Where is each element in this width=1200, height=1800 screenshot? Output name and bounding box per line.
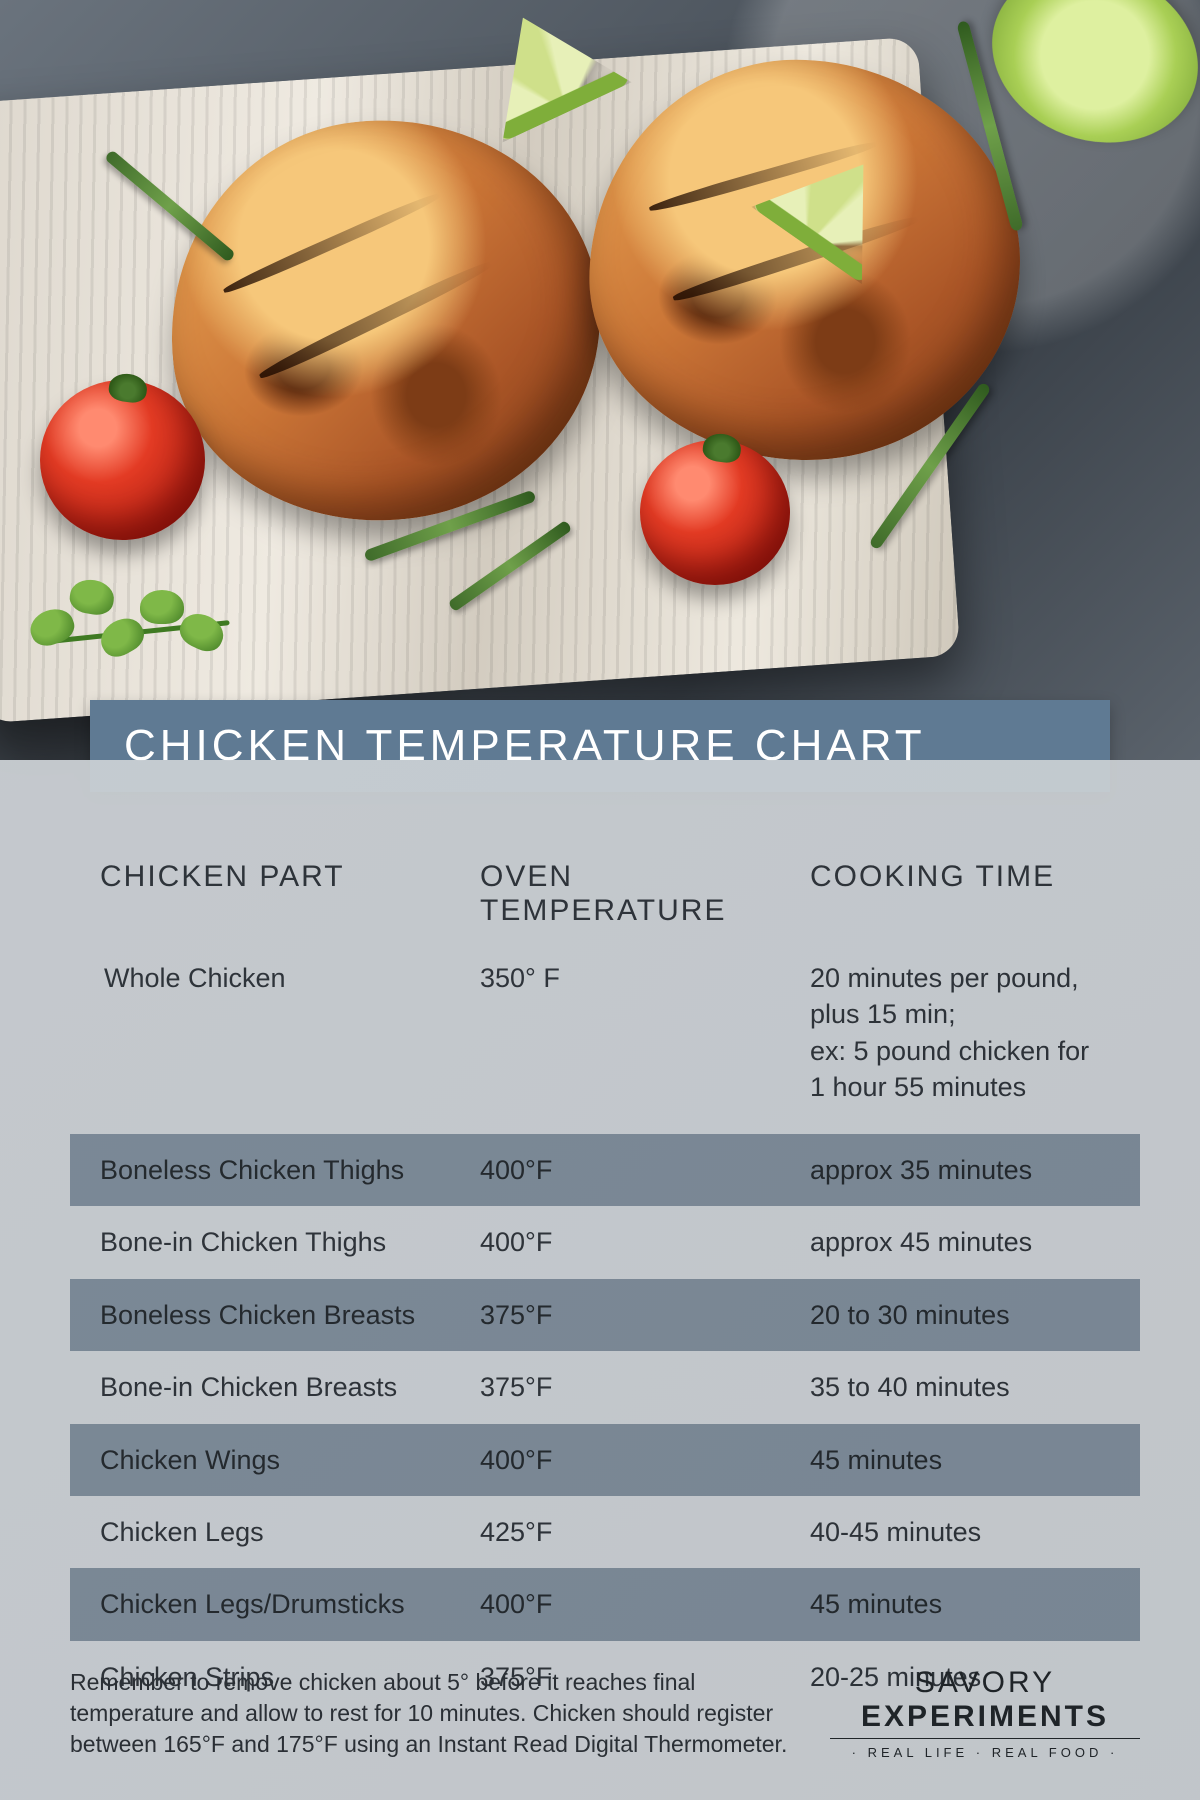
- cell-time: 20 to 30 minutes: [810, 1297, 1120, 1333]
- cell-part: Whole Chicken: [100, 960, 480, 996]
- table-row: Bone-in Chicken Thighs 400°F approx 45 m…: [70, 1206, 1140, 1278]
- lime-icon: [967, 0, 1200, 171]
- tomato-icon: [40, 380, 205, 540]
- cell-temp: 350° F: [480, 960, 810, 996]
- cell-part: Chicken Wings: [100, 1442, 480, 1478]
- footer: Remember to remove chicken about 5° befo…: [70, 1666, 1140, 1760]
- cell-time: 45 minutes: [810, 1442, 1120, 1478]
- cell-temp: 400°F: [480, 1442, 810, 1478]
- cell-part: Boneless Chicken Thighs: [100, 1152, 480, 1188]
- cell-temp: 375°F: [480, 1369, 810, 1405]
- table-row: Chicken Legs/Drumsticks 400°F 45 minutes: [70, 1568, 1140, 1640]
- brand-name: SAVORY EXPERIMENTS: [830, 1666, 1140, 1734]
- table-row: Chicken Legs 425°F 40-45 minutes: [70, 1496, 1140, 1568]
- cell-time: 45 minutes: [810, 1586, 1120, 1622]
- col-header-part: CHICKEN PART: [100, 860, 480, 928]
- cell-temp: 375°F: [480, 1297, 810, 1333]
- cell-time: 20 minutes per pound, plus 15 min; ex: 5…: [810, 960, 1120, 1106]
- col-header-temp: OVEN TEMPERATURE: [480, 860, 810, 928]
- cell-part: Chicken Legs/Drumsticks: [100, 1586, 480, 1622]
- chart-panel: CHICKEN PART OVEN TEMPERATURE COOKING TI…: [0, 760, 1200, 1800]
- table-row: Whole Chicken 350° F 20 minutes per poun…: [70, 950, 1140, 1134]
- cell-part: Bone-in Chicken Thighs: [100, 1224, 480, 1260]
- cell-time: 40-45 minutes: [810, 1514, 1120, 1550]
- footnote-text: Remember to remove chicken about 5° befo…: [70, 1667, 790, 1760]
- hero-photo: [0, 0, 1200, 760]
- cell-part: Chicken Legs: [100, 1514, 480, 1550]
- cilantro-icon: [30, 560, 250, 680]
- cell-temp: 400°F: [480, 1586, 810, 1622]
- brand-name-bold: EXPERIMENTS: [861, 1700, 1109, 1733]
- table-row: Boneless Chicken Breasts 375°F 20 to 30 …: [70, 1279, 1140, 1351]
- cell-temp: 400°F: [480, 1152, 810, 1188]
- cell-time: approx 35 minutes: [810, 1152, 1120, 1188]
- cell-temp: 425°F: [480, 1514, 810, 1550]
- table-row: Chicken Wings 400°F 45 minutes: [70, 1424, 1140, 1496]
- table-header-row: CHICKEN PART OVEN TEMPERATURE COOKING TI…: [70, 860, 1140, 950]
- cell-time: approx 45 minutes: [810, 1224, 1120, 1260]
- brand-name-light: SAVORY: [915, 1666, 1055, 1699]
- cell-part: Boneless Chicken Breasts: [100, 1297, 480, 1333]
- tomato-icon: [640, 440, 790, 585]
- cell-time: 35 to 40 minutes: [810, 1369, 1120, 1405]
- brand-logo: SAVORY EXPERIMENTS REAL LIFE · REAL FOOD: [830, 1666, 1140, 1760]
- brand-tagline: REAL LIFE · REAL FOOD: [830, 1738, 1140, 1760]
- cell-part: Bone-in Chicken Breasts: [100, 1369, 480, 1405]
- table-row: Boneless Chicken Thighs 400°F approx 35 …: [70, 1134, 1140, 1206]
- col-header-time: COOKING TIME: [810, 860, 1120, 928]
- cell-temp: 400°F: [480, 1224, 810, 1260]
- table-row: Bone-in Chicken Breasts 375°F 35 to 40 m…: [70, 1351, 1140, 1423]
